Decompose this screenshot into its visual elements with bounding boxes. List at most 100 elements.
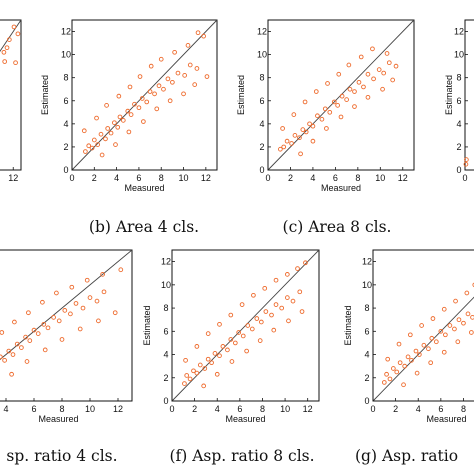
x-tick-label: 12: [303, 404, 313, 414]
y-tick-label: 0: [63, 165, 68, 175]
data-point: [137, 74, 143, 79]
x-tick-label: 6: [31, 404, 36, 414]
x-tick-label: 2: [192, 404, 197, 414]
data-point: [429, 335, 435, 341]
data-point: [105, 126, 111, 131]
plot-frame: [464, 19, 474, 171]
data-point: [120, 118, 126, 123]
data-point: [201, 383, 207, 389]
data-point: [405, 354, 411, 360]
y-tick-label: 4: [259, 119, 264, 129]
data-point: [6, 348, 12, 354]
data-point: [303, 260, 308, 266]
plot-frame: [372, 249, 474, 402]
data-point: [152, 91, 157, 97]
data-point: [6, 37, 12, 42]
data-point: [244, 348, 249, 354]
data-point: [407, 332, 413, 338]
data-point: [1, 49, 7, 55]
data-point: [236, 330, 242, 335]
data-point: [40, 299, 45, 305]
y-tick-label: 2: [163, 373, 168, 383]
data-point: [116, 93, 122, 99]
data-point: [41, 321, 47, 327]
data-point: [132, 101, 137, 107]
data-point: [421, 342, 427, 348]
data-point: [147, 89, 153, 94]
x-axis-label: Measured: [124, 183, 164, 193]
data-point: [472, 282, 474, 288]
data-point: [393, 63, 399, 69]
data-point: [271, 327, 277, 333]
data-point: [371, 76, 376, 82]
data-point: [161, 86, 166, 92]
scatter-panel: 0 2 4 6 8 0 2 4 6 8 10 12 Measured Estimated (g) Asp. …: [343, 249, 474, 465]
x-tick-label: 0: [370, 404, 375, 414]
x-tick-label: 12: [201, 173, 211, 183]
data-point: [352, 89, 357, 94]
x-tick-label: 4: [114, 173, 119, 183]
data-point: [249, 326, 255, 332]
data-point: [158, 56, 164, 62]
y-tick-label: 12: [362, 257, 372, 267]
data-point: [232, 340, 238, 346]
data-point: [172, 49, 177, 55]
x-tick-label: 8: [260, 404, 265, 414]
data-point: [205, 331, 211, 336]
y-tick-label: 8: [456, 73, 461, 83]
x-tick-label: 12: [8, 173, 18, 183]
data-point: [262, 285, 268, 291]
data-point: [100, 272, 105, 277]
x-tick-label: 8: [355, 173, 360, 183]
plot-frame: [71, 19, 218, 171]
scatter-panel: 4 6 8 10 12 Measured sp. ratio 4 cls.: [0, 249, 133, 465]
data-point: [426, 346, 431, 352]
data-point: [14, 341, 20, 347]
data-point: [352, 104, 357, 109]
y-tick-label: 4: [63, 119, 68, 129]
data-point: [77, 326, 83, 332]
data-point: [94, 115, 99, 121]
subfigure-caption: (f) Asp. ratio 8 cls.: [169, 447, 314, 465]
subfigure-caption: sp. ratio 4 cls.: [6, 447, 117, 465]
data-point: [10, 352, 16, 357]
data-point: [258, 319, 264, 325]
x-tick-label: 4: [215, 404, 220, 414]
data-point: [127, 84, 133, 90]
data-point: [31, 327, 37, 333]
x-tick-label: 4: [416, 404, 421, 414]
data-point: [185, 43, 191, 48]
data-point: [298, 151, 303, 157]
data-point: [217, 353, 222, 359]
data-point: [19, 345, 24, 350]
data-point: [154, 106, 160, 112]
data-point: [56, 318, 62, 324]
data-point: [201, 33, 206, 39]
data-point: [24, 359, 30, 364]
data-point: [322, 106, 328, 112]
data-point: [194, 344, 200, 349]
data-point: [413, 348, 419, 354]
data-point: [156, 83, 162, 89]
data-point: [144, 99, 150, 105]
data-point: [470, 315, 474, 320]
y-tick-label: 12: [257, 27, 267, 37]
x-tick-label: 10: [375, 173, 385, 183]
data-point: [273, 277, 279, 283]
data-point: [284, 138, 290, 144]
identity-line: [0, 249, 133, 361]
data-point: [51, 315, 56, 320]
data-point: [2, 357, 7, 363]
data-point: [336, 71, 342, 77]
data-point: [217, 321, 222, 327]
data-point: [441, 306, 447, 312]
data-point: [42, 347, 48, 353]
data-point: [194, 66, 200, 71]
data-point: [23, 334, 28, 340]
data-point: [278, 146, 283, 152]
scatter-panel: 0 2 4 6 8 10 12 0 2 4 6 8 10 12 Measured Estimated (f) A…: [142, 249, 320, 465]
data-point: [358, 54, 364, 60]
scatter-panel: 0 2 4 6 8 10 12 0 2 4 6 8 10 12 Measured Estimated (b) A…: [40, 19, 218, 236]
data-point: [170, 79, 175, 85]
y-tick-label: 6: [63, 96, 68, 106]
